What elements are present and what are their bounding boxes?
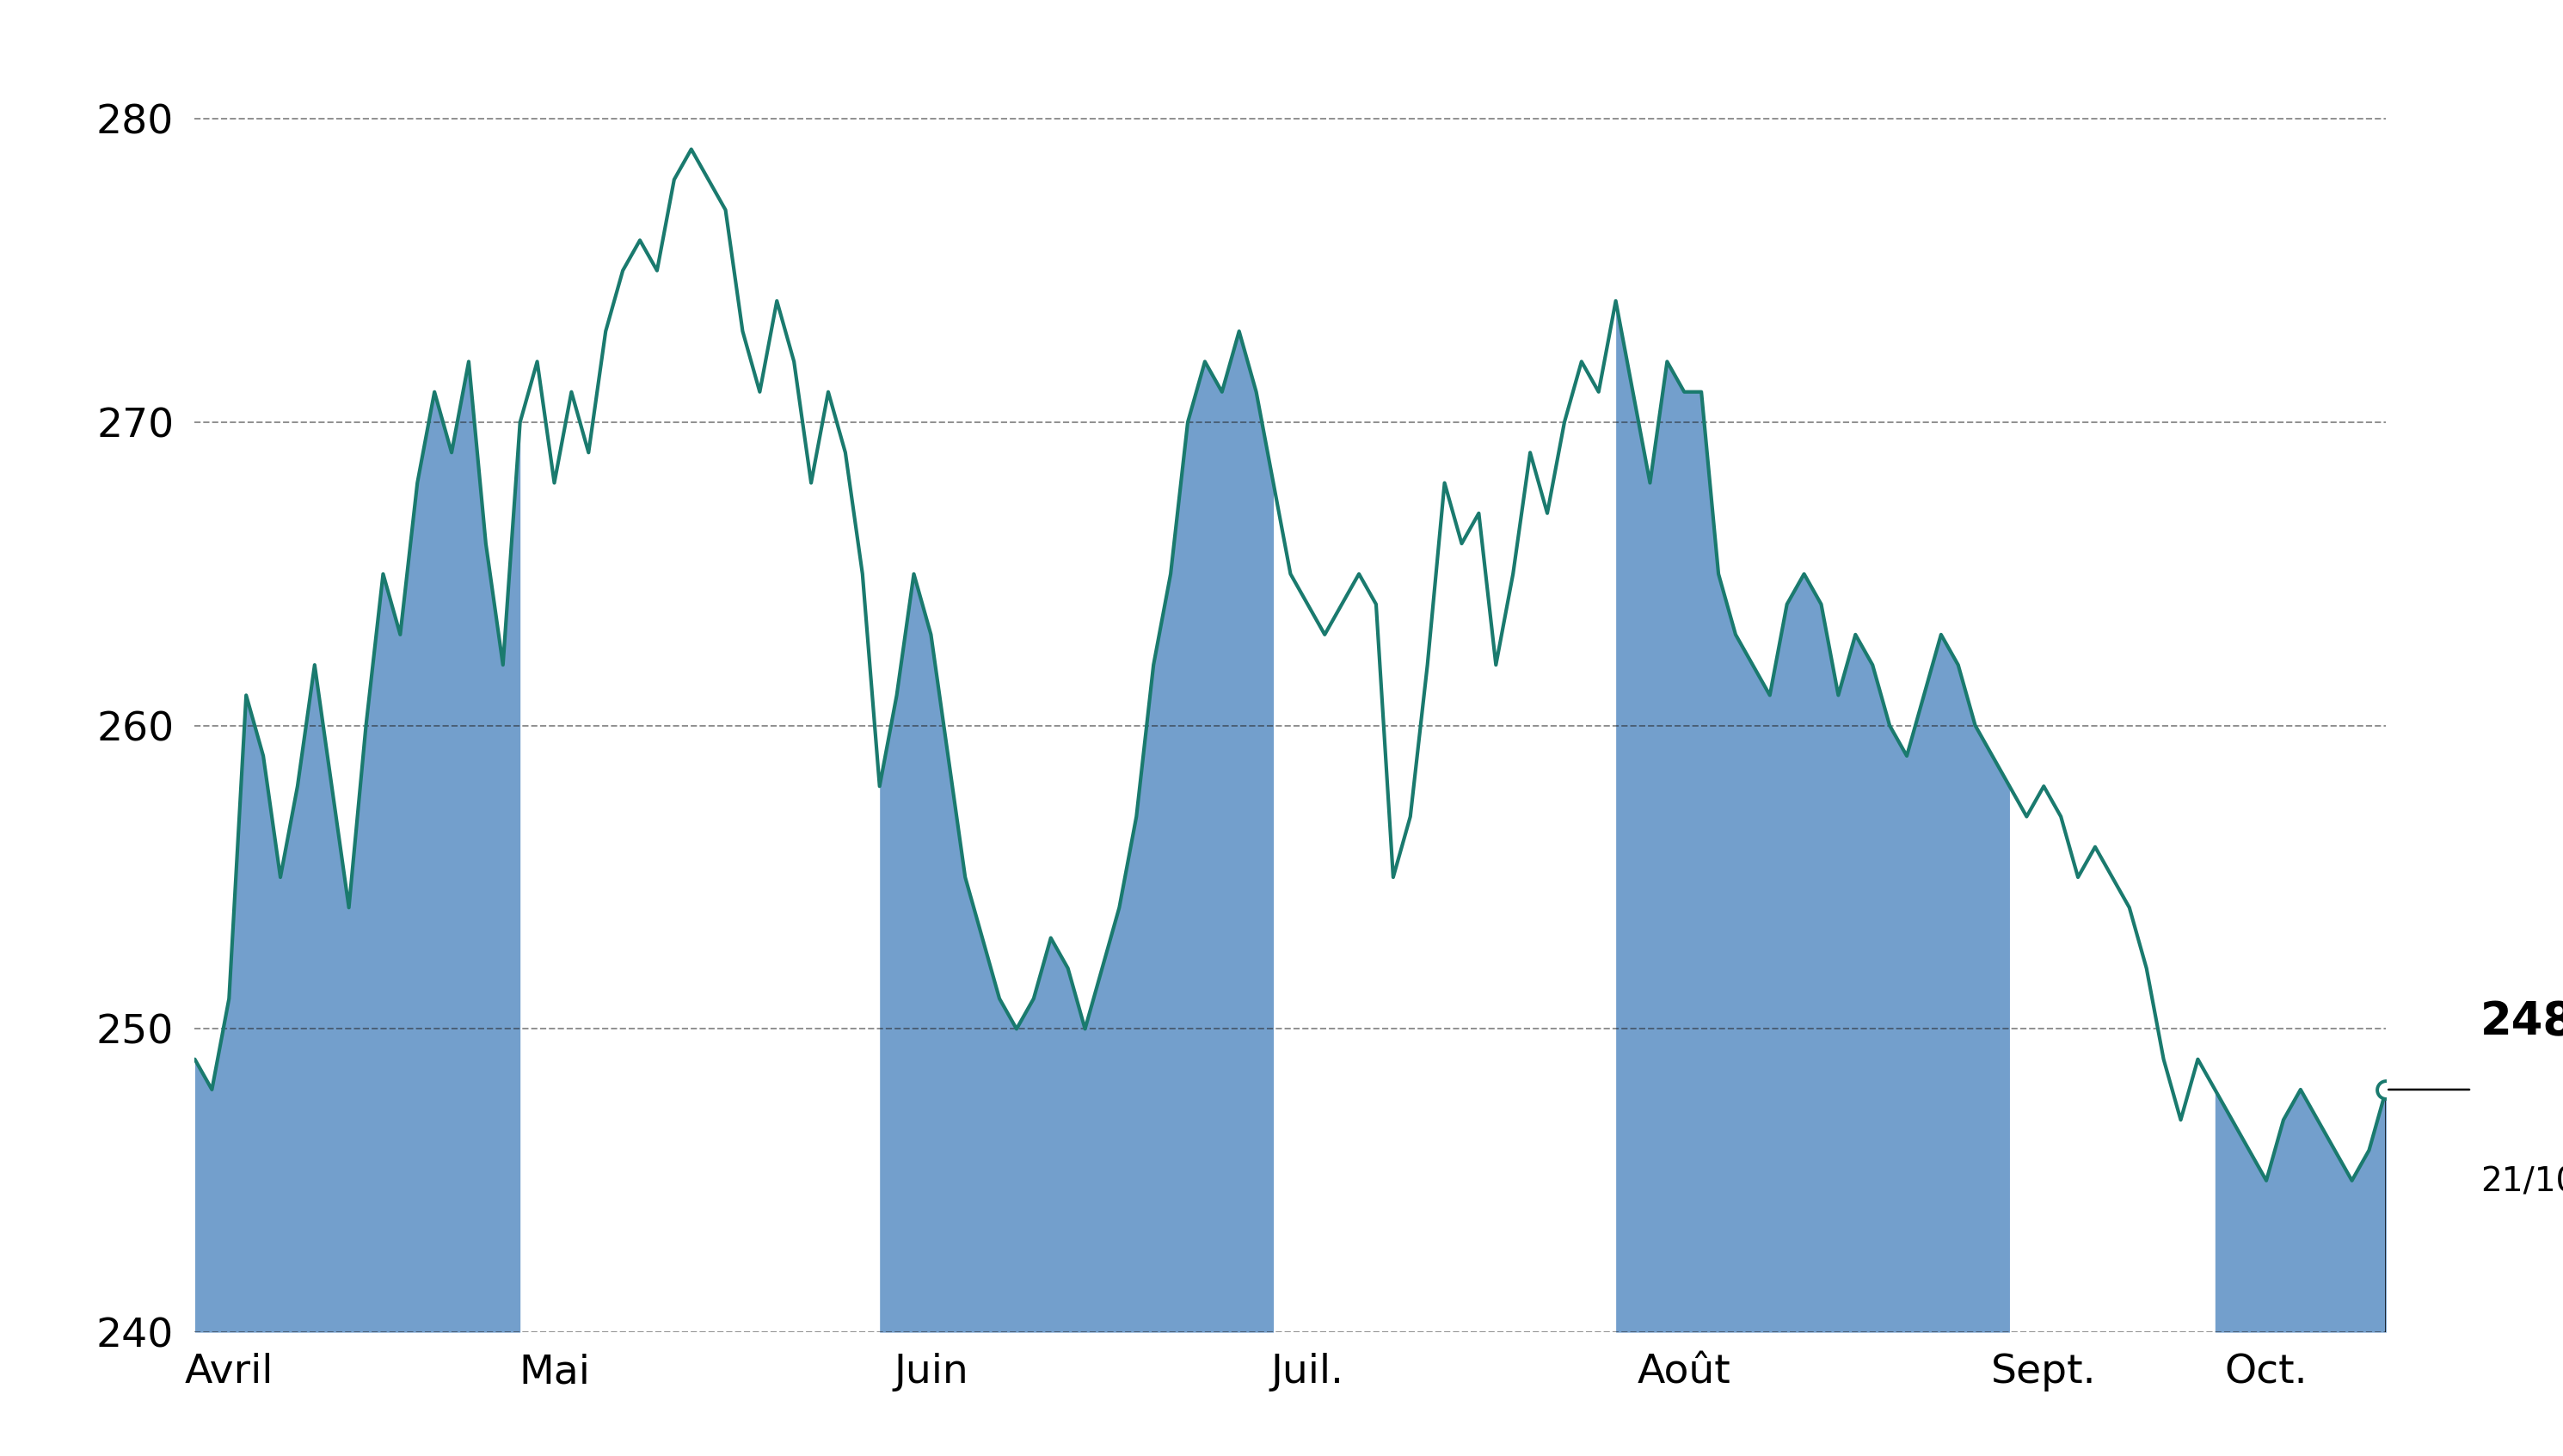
Text: 21/10: 21/10 bbox=[2481, 1165, 2563, 1198]
Text: 248: 248 bbox=[2481, 999, 2563, 1044]
Text: CIE BOIS SAUVAGE: CIE BOIS SAUVAGE bbox=[807, 16, 1756, 103]
